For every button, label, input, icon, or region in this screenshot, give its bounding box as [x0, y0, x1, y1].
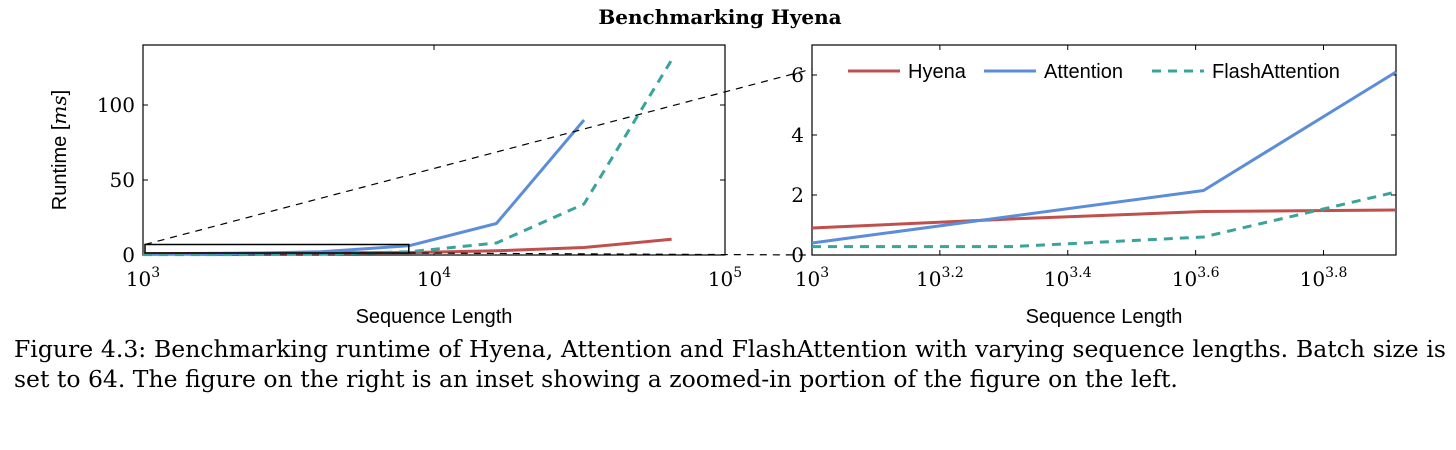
inset-x-tick-label: 103.2 — [916, 265, 964, 291]
main-plot-frame — [142, 44, 726, 256]
inset-x-tick-label: 103.4 — [1044, 265, 1092, 291]
chart-title: Benchmarking Hyena — [598, 5, 841, 29]
main-x-tick-label: 104 — [417, 265, 451, 291]
inset-region-box — [144, 243, 410, 254]
main-x-axis-label: Sequence Length — [356, 306, 513, 328]
legend: Hyena Attention FlashAttention — [848, 61, 1340, 83]
main-plot: 103 104 105 0 50 100 Sequence Length Runtime … — [47, 44, 742, 328]
inset-plot: 103 103.2 103.4 103.6 103.8 0 2 4 6 Hyena Attenti… — [791, 44, 1397, 328]
legend-label-flashattention: FlashAttention — [1212, 61, 1340, 83]
main-y-tick-label: 0 — [122, 243, 135, 267]
main-series-flashattention — [143, 59, 673, 257]
inset-x-axis-label: Sequence Length — [1026, 306, 1183, 328]
main-x-tick-label: 105 — [708, 265, 742, 291]
inset-series — [811, 70, 1397, 249]
connector-top — [144, 68, 813, 246]
connector-bottom — [408, 252, 813, 256]
inset-y-tick-label: 4 — [791, 123, 804, 147]
inset-series-flashattention — [812, 190, 1397, 249]
inset-x-tick-label: 103.8 — [1300, 265, 1348, 291]
inset-y-tick-label: 6 — [791, 63, 804, 87]
inset-x-tick-label: 103.6 — [1172, 265, 1220, 291]
inset-series-hyena — [811, 208, 1397, 230]
inset-y-tick-label: 2 — [791, 183, 804, 207]
main-y-tick-label: 50 — [110, 168, 135, 192]
inset-plot-frame — [811, 44, 1397, 256]
figure-caption: Figure 4.3: Benchmarking runtime of Hyen… — [14, 334, 1446, 394]
inset-series-attention — [811, 70, 1397, 245]
figure: Benchmarking Hyena 103 104 105 0 50 100 Seque… — [47, 5, 1397, 328]
zoom-connectors — [144, 68, 813, 256]
main-x-tick-label: 103 — [126, 265, 160, 291]
inset-y-tick-label: 0 — [791, 243, 804, 267]
main-y-axis-label: Runtime [ms] — [47, 90, 71, 210]
caption-label: Figure 4.3: — [14, 335, 147, 363]
main-y-tick-label: 100 — [97, 93, 135, 117]
inset-ticks: 103 103.2 103.4 103.6 103.8 0 2 4 6 — [791, 45, 1396, 291]
legend-label-hyena: Hyena — [908, 61, 967, 83]
main-ticks: 103 104 105 0 50 100 — [97, 45, 742, 291]
caption-text: Benchmarking runtime of Hyena, Attention… — [14, 335, 1446, 393]
legend-label-attention: Attention — [1044, 61, 1123, 83]
inset-x-tick-label: 103 — [795, 265, 829, 291]
main-series — [142, 59, 673, 257]
